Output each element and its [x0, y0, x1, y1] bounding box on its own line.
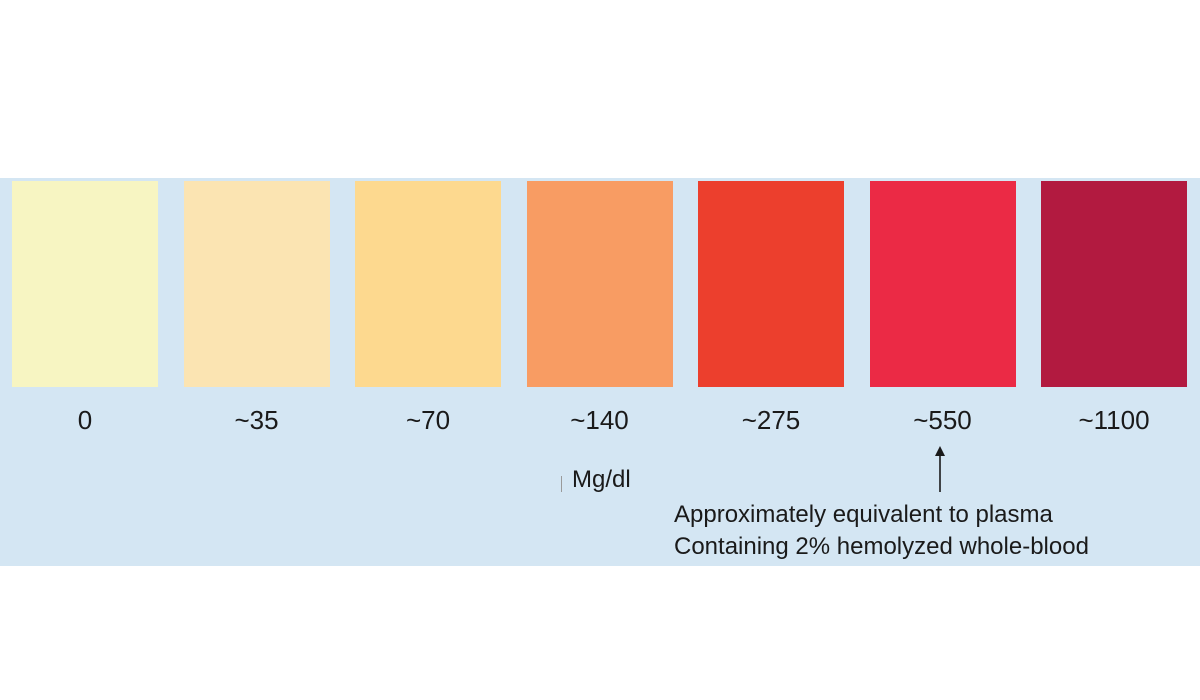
annotation: Approximately equivalent to plasma Conta… [674, 499, 1089, 563]
up-arrow-icon [935, 446, 945, 492]
swatch-70 [355, 181, 501, 387]
annotation-line-2: Containing 2% hemolyzed whole-blood [674, 533, 1089, 560]
unit-label: Mg/dl [572, 466, 631, 493]
swatch-label-35: ~35 [234, 405, 279, 435]
annotation-line-1: Approximately equivalent to plasma [674, 501, 1053, 528]
swatch-label-140: ~140 [570, 405, 629, 435]
swatch-row: 0 ~35 ~70 ~140 ~275 ~550 ~1100 [12, 181, 1188, 435]
swatch-550 [869, 181, 1016, 387]
swatch-1100 [1041, 181, 1187, 387]
swatch-275 [698, 181, 844, 387]
swatch-140 [526, 181, 673, 387]
swatch-label-550: ~550 [913, 405, 972, 435]
swatch-label-0: 0 [77, 405, 93, 435]
unit-tick-mark [561, 476, 562, 492]
swatch-label-275: ~275 [741, 405, 801, 435]
swatch-35 [183, 181, 330, 387]
swatch-label-1100: ~1100 [1078, 405, 1150, 435]
color-scale-panel: 0 ~35 ~70 ~140 ~275 ~550 ~1100 Mg/dl App… [0, 178, 1200, 566]
swatch-label-70: ~70 [405, 405, 451, 435]
swatch-0 [12, 181, 158, 387]
